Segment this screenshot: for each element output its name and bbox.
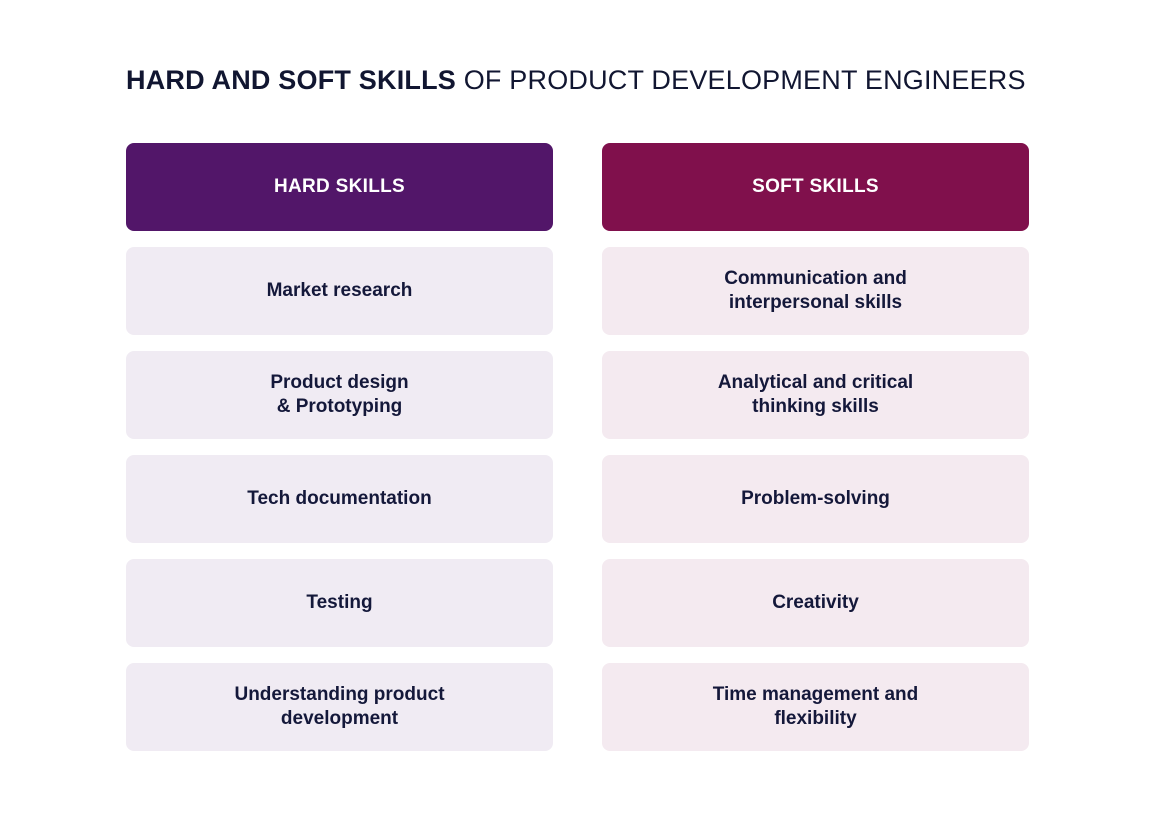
soft-skill-item: Creativity (602, 559, 1029, 647)
soft-skills-header: SOFT SKILLS (602, 143, 1029, 231)
title-bold: HARD AND SOFT SKILLS (126, 65, 456, 95)
soft-skill-item: Communication and interpersonal skills (602, 247, 1029, 335)
hard-skill-item: Product design & Prototyping (126, 351, 553, 439)
page-title: HARD AND SOFT SKILLS OF PRODUCT DEVELOPM… (126, 62, 1046, 98)
soft-skill-item: Time management and flexibility (602, 663, 1029, 751)
soft-skill-item: Problem-solving (602, 455, 1029, 543)
hard-skills-column: HARD SKILLS Market research Product desi… (126, 143, 553, 767)
soft-skill-item: Analytical and critical thinking skills (602, 351, 1029, 439)
hard-skill-item: Testing (126, 559, 553, 647)
hard-skills-header: HARD SKILLS (126, 143, 553, 231)
hard-skill-item: Understanding product development (126, 663, 553, 751)
hard-skill-item: Market research (126, 247, 553, 335)
title-light: OF PRODUCT DEVELOPMENT ENGINEERS (456, 65, 1026, 95)
hard-skill-item: Tech documentation (126, 455, 553, 543)
soft-skills-column: SOFT SKILLS Communication and interperso… (602, 143, 1029, 767)
